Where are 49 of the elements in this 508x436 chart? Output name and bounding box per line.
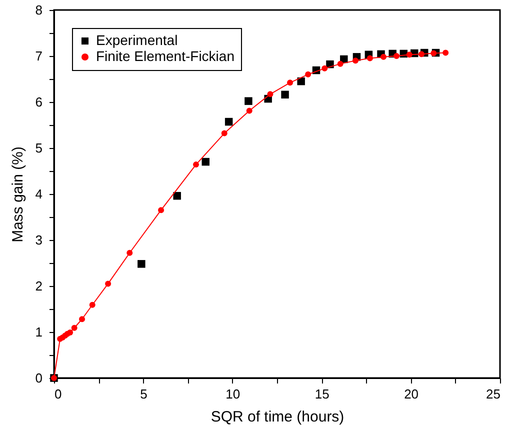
legend-label: Experimental (96, 32, 178, 48)
y-tick-label: 8 (35, 2, 42, 18)
point (246, 108, 252, 114)
point (418, 51, 425, 58)
x-tick-label: 20 (404, 386, 419, 402)
point (406, 52, 412, 58)
y-tick-label: 4 (35, 186, 42, 202)
point (287, 80, 294, 86)
point (244, 97, 252, 105)
legend-label: Finite Element-Fickian (96, 48, 234, 64)
y-tick-label: 3 (35, 232, 42, 248)
point (138, 260, 146, 268)
y-tick-label: 5 (35, 140, 42, 156)
point (105, 280, 112, 287)
point (89, 302, 96, 308)
point (224, 118, 233, 126)
point (193, 162, 200, 168)
point (297, 77, 305, 86)
point (202, 158, 210, 166)
point (71, 324, 78, 331)
point (158, 207, 164, 214)
x-tick-label: 5 (140, 386, 148, 402)
point (352, 58, 358, 64)
x-tick-label: 15 (314, 386, 330, 402)
point (126, 250, 133, 256)
point (430, 50, 437, 56)
y-tick-label: 2 (35, 278, 42, 294)
x-tick-label: 25 (486, 386, 500, 402)
point (67, 329, 74, 336)
point (442, 50, 449, 56)
point (281, 90, 289, 99)
y-tick-label: 0 (35, 370, 42, 386)
point (173, 192, 181, 200)
y-axis-title: Mass gain (%) (9, 146, 26, 242)
point (305, 71, 312, 78)
x-tick-label: 0 (54, 386, 62, 402)
y-tick-label: 1 (35, 324, 42, 340)
point (221, 130, 228, 136)
x-tick-label: 10 (226, 386, 240, 402)
y-tick-label: 7 (35, 48, 42, 64)
point (79, 316, 86, 322)
point (322, 65, 328, 72)
y-tick-label: 6 (35, 94, 42, 110)
point (366, 55, 373, 62)
point (337, 60, 344, 67)
point (394, 53, 400, 59)
point (267, 91, 274, 98)
x-axis-title: SQR of time (hours) (210, 408, 344, 426)
point (380, 54, 387, 60)
